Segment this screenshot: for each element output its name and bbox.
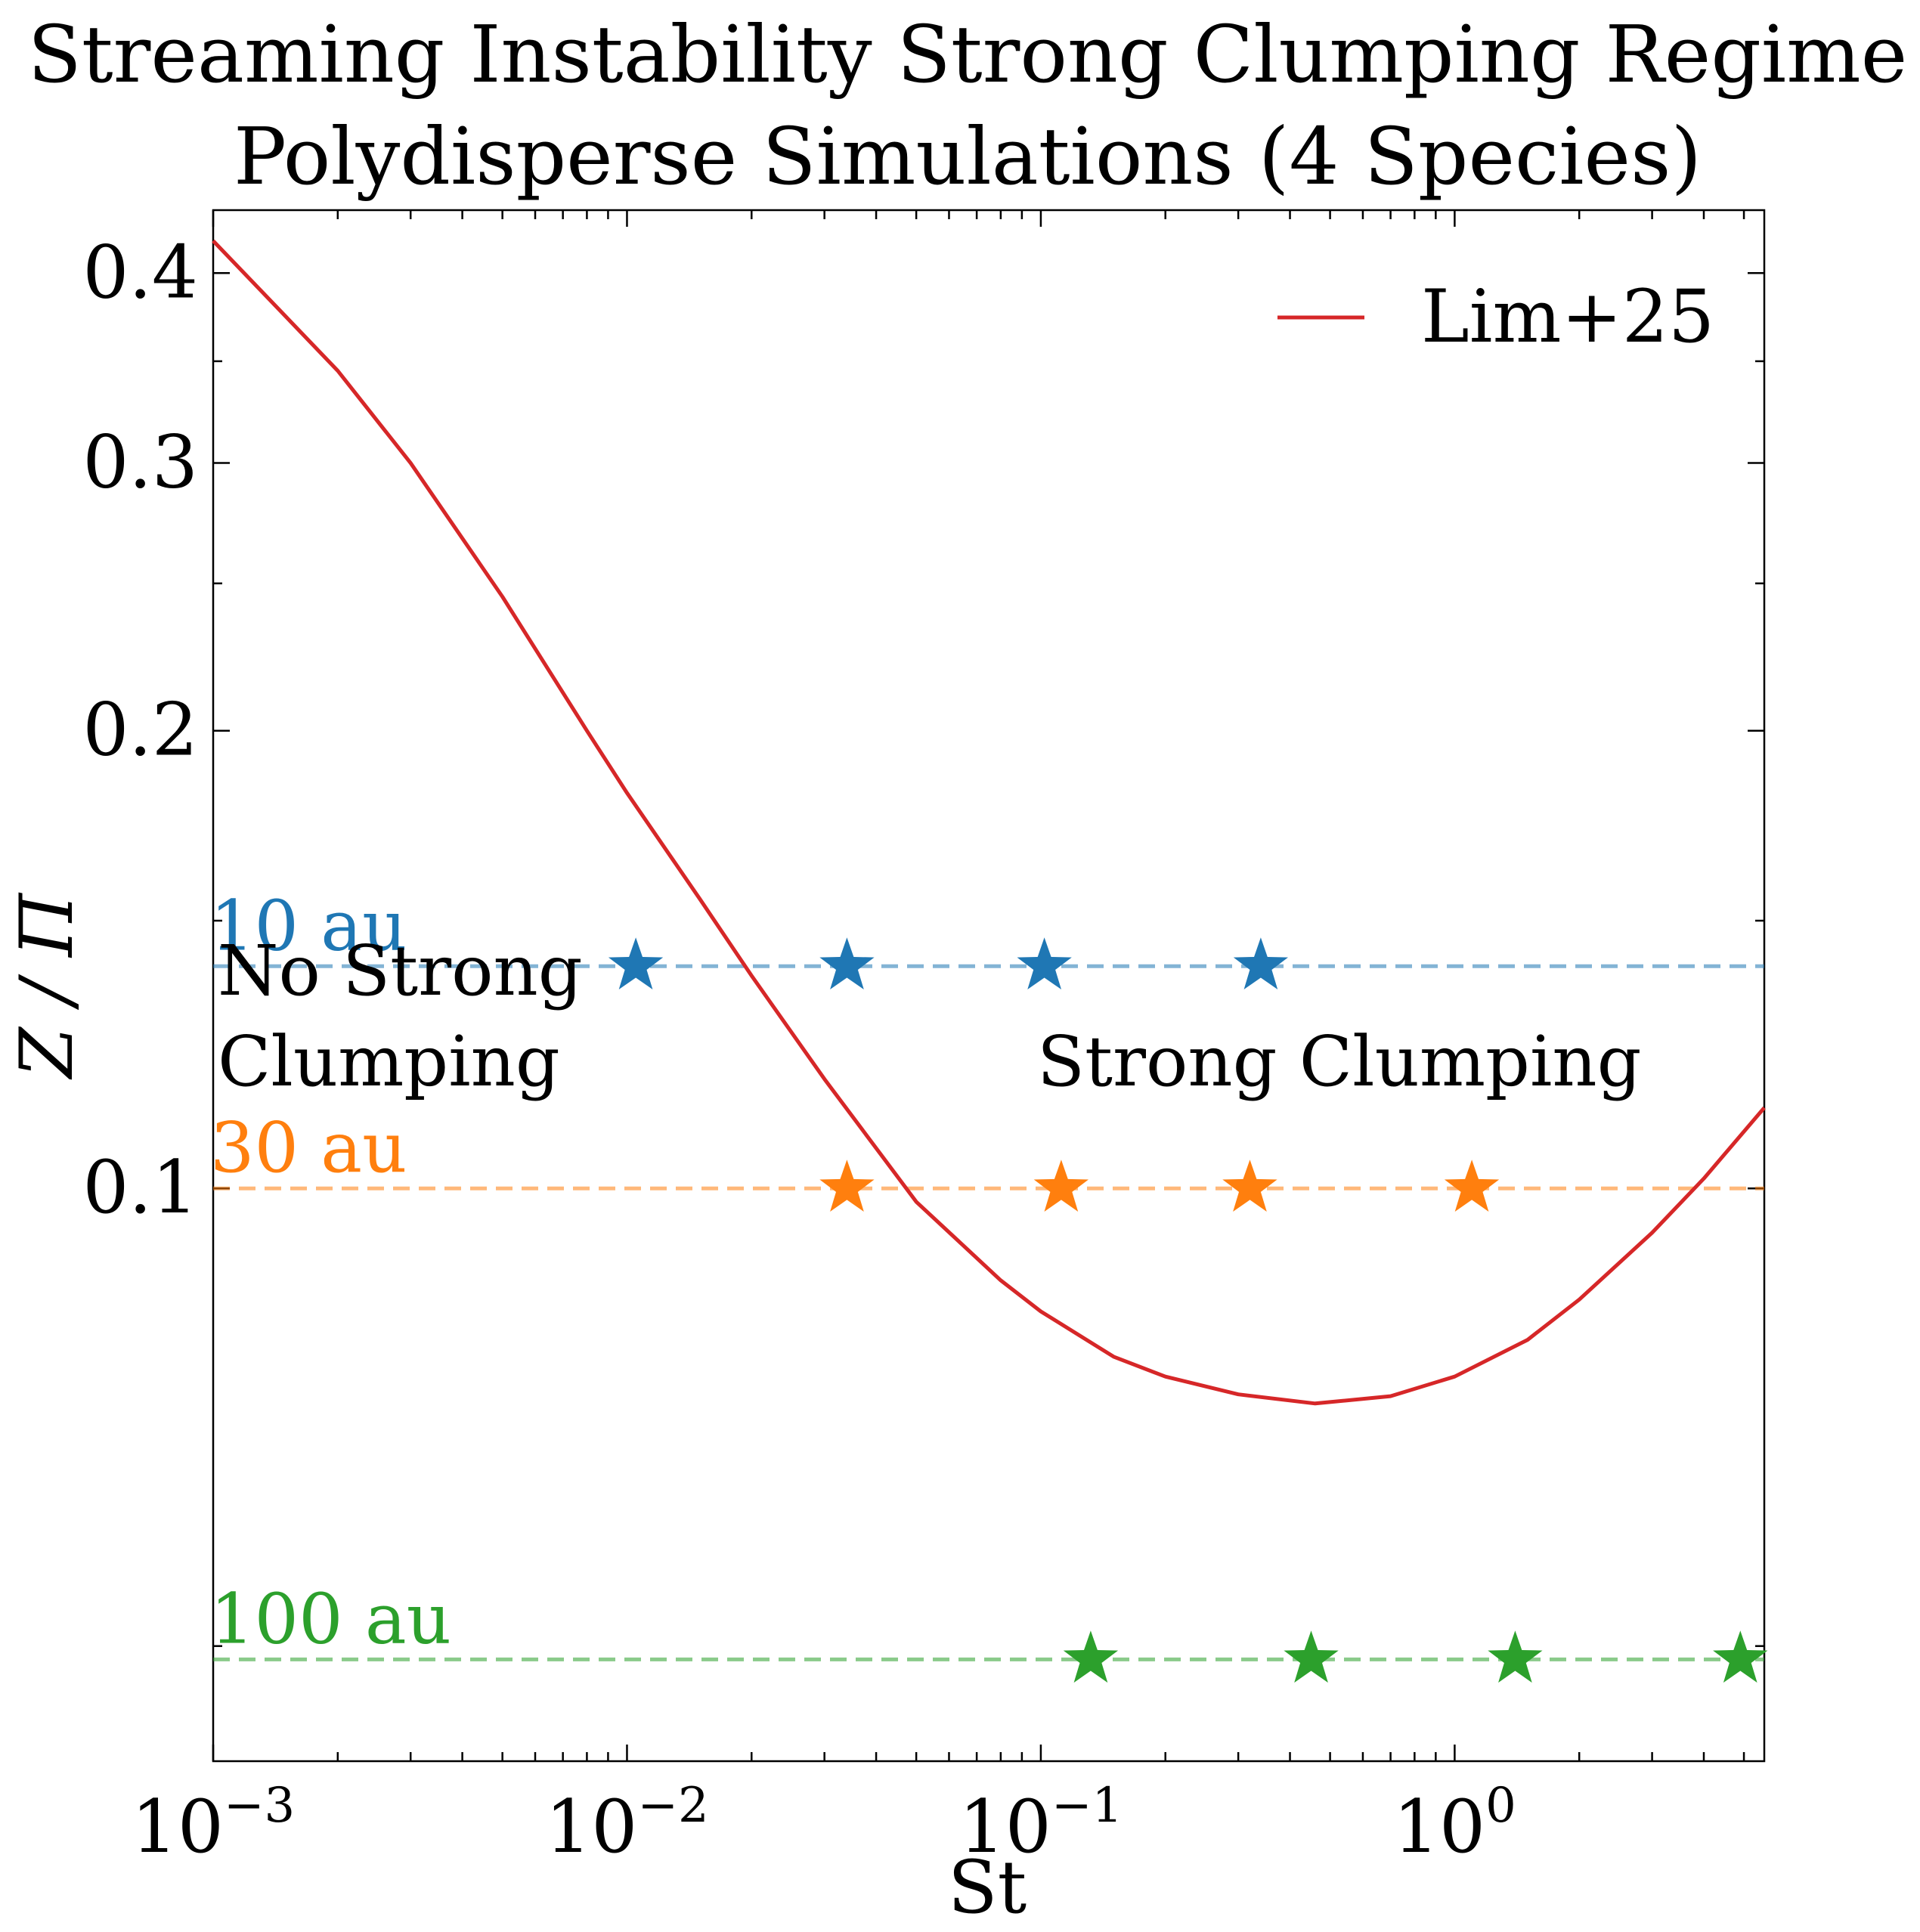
x-tick-label: 100 bbox=[1393, 1778, 1516, 1869]
y-tick-label: 0.4 bbox=[82, 230, 198, 314]
series-labels: 10 au 30 au 100 au bbox=[210, 885, 451, 1659]
annotation-no-strong-line2: Clumping bbox=[218, 1021, 560, 1102]
star-marker bbox=[608, 937, 664, 989]
star-marker bbox=[1033, 1160, 1089, 1212]
y-tick-label: 0.1 bbox=[82, 1145, 198, 1230]
chart-title-line1: Streaming Instability Strong Clumping Re… bbox=[28, 8, 1908, 101]
y-tick-label: 0.2 bbox=[82, 688, 198, 772]
series-label-1: 30 au bbox=[210, 1107, 407, 1188]
star-marker bbox=[1063, 1630, 1119, 1683]
x-tick-exponent: −1 bbox=[1051, 1778, 1123, 1834]
y-axis-label: Z / Π bbox=[5, 892, 89, 1080]
star-marker bbox=[819, 937, 875, 989]
annotation-strong-clumping: Strong Clumping bbox=[1037, 1021, 1642, 1102]
x-axis-label: St bbox=[948, 1845, 1027, 1930]
star-marker bbox=[1017, 937, 1072, 989]
lim25-curve bbox=[212, 239, 1766, 1406]
axis-ticks bbox=[212, 210, 1764, 1761]
x-tick-label: 10−3 bbox=[132, 1778, 296, 1869]
annotation-no-strong-line1: No Strong bbox=[218, 930, 583, 1011]
legend-label: Lim+25 bbox=[1421, 274, 1714, 359]
series-label-0: 10 au bbox=[210, 885, 407, 966]
star-marker bbox=[1284, 1630, 1339, 1683]
star-marker bbox=[1222, 1160, 1277, 1212]
star-marker bbox=[1444, 1160, 1500, 1212]
plot-frame bbox=[212, 209, 1766, 1763]
x-tick-exponent: −2 bbox=[637, 1778, 708, 1834]
x-tick-exponent: 0 bbox=[1485, 1778, 1516, 1834]
y-tick-label: 0.3 bbox=[82, 420, 198, 505]
legend: Lim+25 bbox=[1277, 274, 1714, 359]
model-curve-group bbox=[212, 239, 1766, 1406]
star-marker bbox=[1488, 1630, 1543, 1683]
chart-title-line2: Polydisperse Simulations (4 Species) bbox=[234, 110, 1702, 203]
star-marker bbox=[819, 1160, 875, 1212]
data-markers bbox=[608, 937, 1768, 1683]
series-label-2: 100 au bbox=[210, 1578, 451, 1659]
star-marker bbox=[1713, 1630, 1768, 1683]
star-marker bbox=[1233, 937, 1288, 989]
x-tick-exponent: −3 bbox=[224, 1778, 295, 1834]
x-tick-label: 10−2 bbox=[545, 1778, 709, 1869]
